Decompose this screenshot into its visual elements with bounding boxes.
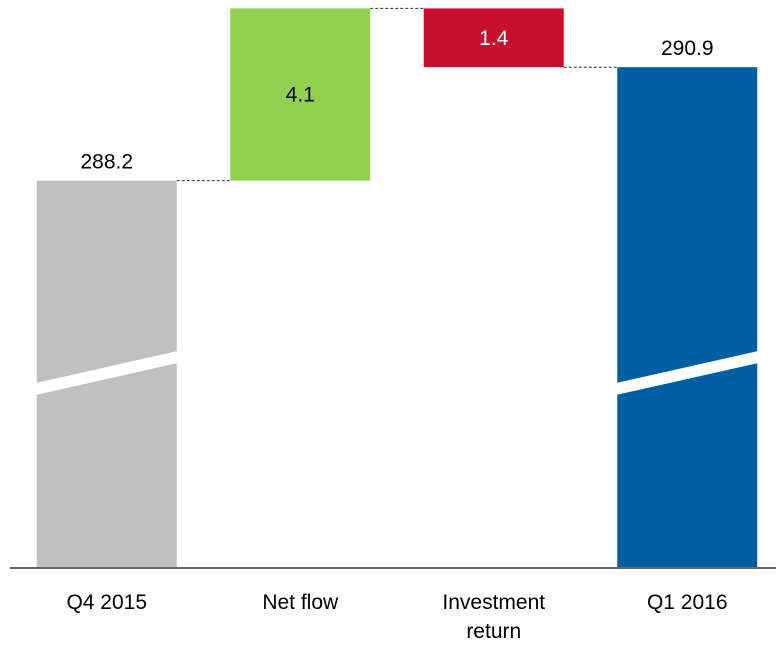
x-tick-label: Q1 2016 (646, 591, 728, 614)
bar (423, 8, 564, 68)
value-label: 288.2 (80, 151, 133, 174)
axis-break (35, 351, 178, 395)
value-label: 290.9 (661, 37, 714, 60)
x-tick-label: Investment return (442, 591, 546, 643)
value-label: 1.4 (479, 27, 509, 50)
value-label: 4.1 (286, 84, 315, 107)
bar (617, 67, 758, 567)
axis-break (616, 351, 759, 395)
x-tick-label: Q4 2015 (66, 591, 148, 614)
bar (230, 8, 371, 181)
x-tick-label: Net flow (262, 591, 339, 614)
